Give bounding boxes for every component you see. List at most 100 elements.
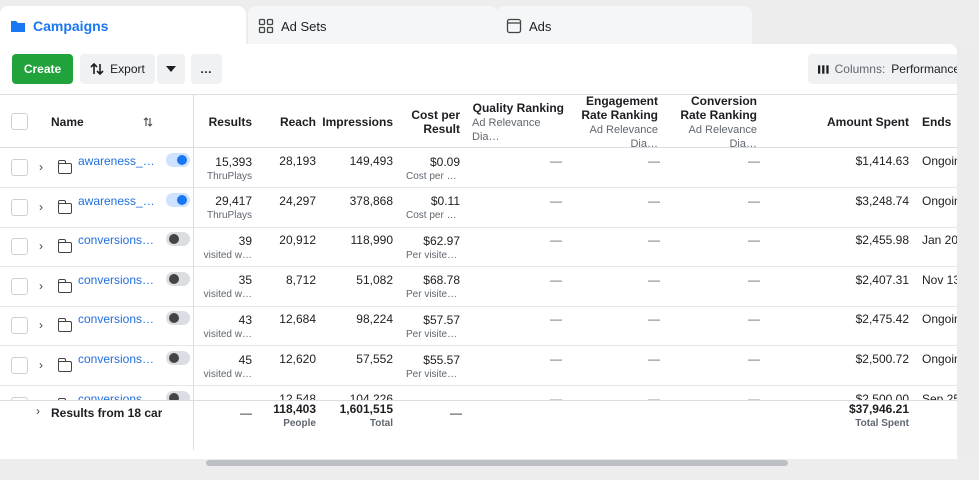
- chevron-right-icon[interactable]: ›: [39, 318, 43, 333]
- row-checkbox[interactable]: [11, 238, 28, 256]
- campaign-toggle[interactable]: [166, 311, 190, 326]
- cell-conversion-ranking: —: [748, 193, 760, 208]
- cell-cost-per-result: $62.97 Per visite…: [406, 233, 460, 261]
- export-arrows-icon: [90, 63, 104, 75]
- campaign-toggle[interactable]: [166, 192, 190, 207]
- select-all-checkbox[interactable]: [11, 113, 28, 130]
- chevron-right-icon[interactable]: ›: [36, 404, 40, 418]
- chevron-right-icon[interactable]: ›: [39, 278, 43, 293]
- cell-results: 35 visited w…: [203, 273, 252, 301]
- cell-ends: Ongoin: [922, 193, 957, 208]
- export-label: Export: [110, 62, 145, 76]
- cell-impressions: 51,082: [356, 272, 393, 287]
- cell-ends: Jan 20: [922, 233, 957, 248]
- table-row[interactable]: › awareness_… 29,417 ThruPlays 24,297 378…: [0, 188, 957, 228]
- header-engagement-ranking[interactable]: Engagement Rate Ranking Ad Relevance Dia…: [581, 93, 658, 150]
- cell-results: 43 visited w…: [203, 312, 252, 340]
- chevron-right-icon[interactable]: ›: [39, 199, 43, 214]
- create-button[interactable]: Create: [12, 54, 73, 84]
- header-conversion-ranking[interactable]: Conversion Rate Ranking Ad Relevance Dia…: [680, 93, 757, 150]
- columns-label: Columns:: [834, 62, 886, 76]
- header-quality-ranking[interactable]: Quality Ranking Ad Relevance Dia…: [472, 100, 564, 143]
- cell-reach: 24,297: [279, 193, 316, 208]
- cell-results: 39 visited w…: [203, 233, 252, 261]
- cell-impressions: 118,990: [350, 233, 394, 248]
- folder-icon: [57, 318, 72, 333]
- cell-quality-ranking: —: [550, 272, 562, 287]
- header-results[interactable]: Results: [208, 115, 252, 129]
- tab-ads[interactable]: Ads: [496, 6, 752, 46]
- campaign-name[interactable]: conversions…: [78, 233, 155, 248]
- totals-impressions: 1,601,515 Total: [339, 402, 393, 429]
- row-checkbox[interactable]: [11, 357, 28, 374]
- folder-icon: [57, 239, 72, 254]
- chevron-right-icon[interactable]: ›: [39, 160, 43, 174]
- cell-results: 29,417 ThruPlays: [206, 194, 252, 222]
- cell-conversion-ranking: —: [748, 233, 760, 248]
- folder-icon: [11, 21, 25, 32]
- cell-cost-per-result: $0.09 Cost per …: [406, 154, 460, 182]
- campaign-toggle[interactable]: [166, 271, 190, 286]
- columns-button[interactable]: Columns: Performance: [808, 54, 957, 84]
- columns-icon: [818, 64, 829, 74]
- campaign-toggle[interactable]: [166, 153, 190, 167]
- sort-icon[interactable]: [143, 117, 153, 127]
- table-header: Name Results Reach Impressions Cost per …: [0, 93, 957, 150]
- campaign-name[interactable]: awareness_…: [78, 193, 155, 208]
- cell-cost-per-result: $57.57 Per visite…: [406, 312, 460, 340]
- campaign-toggle[interactable]: [166, 232, 190, 247]
- table-row[interactable]: › awareness_… 15,393 ThruPlays 28,193 149…: [0, 148, 957, 188]
- campaign-name[interactable]: conversions…: [78, 352, 155, 366]
- campaign-toggle[interactable]: [166, 351, 190, 365]
- chevron-right-icon[interactable]: ›: [39, 239, 43, 254]
- cell-quality-ranking: —: [550, 233, 562, 248]
- more-options-button[interactable]: …: [191, 54, 222, 84]
- table-row[interactable]: › conversions… 43 visited w… 12,684 98,22…: [0, 306, 957, 347]
- cell-impressions: 57,552: [356, 352, 393, 366]
- cell-quality-ranking: —: [550, 154, 562, 168]
- cell-reach: 12,684: [279, 312, 316, 327]
- table-row[interactable]: › conversions… 45 visited w… 12,620 57,55…: [0, 346, 957, 386]
- cell-amount-spent: $2,500.72: [855, 352, 909, 366]
- row-checkbox[interactable]: [11, 198, 28, 216]
- tab-bar: Campaigns Ad Sets Ads: [0, 0, 979, 46]
- export-button[interactable]: Export: [80, 54, 155, 84]
- row-checkbox[interactable]: [11, 277, 28, 295]
- cell-amount-spent: $2,475.42: [855, 312, 909, 327]
- cell-conversion-ranking: —: [748, 154, 760, 168]
- cell-conversion-ranking: —: [748, 352, 760, 366]
- tab-campaigns[interactable]: Campaigns: [0, 6, 246, 46]
- header-amount-spent[interactable]: Amount Spent: [827, 115, 909, 129]
- cell-ends: Ongoin: [922, 352, 957, 366]
- cell-engagement-ranking: —: [648, 193, 660, 208]
- folder-icon: [57, 160, 72, 174]
- cell-impressions: 378,868: [349, 193, 393, 208]
- tab-ad-sets[interactable]: Ad Sets: [248, 6, 498, 46]
- row-checkbox[interactable]: [11, 317, 28, 335]
- cell-engagement-ranking: —: [648, 272, 660, 287]
- cell-quality-ranking: —: [550, 193, 562, 208]
- header-ends[interactable]: Ends: [922, 115, 952, 129]
- header-name[interactable]: Name: [51, 115, 84, 129]
- cell-cost-per-result: $0.11 Cost per …: [406, 194, 460, 222]
- header-impressions[interactable]: Impressions: [322, 115, 393, 129]
- cell-impressions: 149,493: [349, 154, 393, 168]
- cell-impressions: 98,224: [356, 312, 393, 327]
- export-dropdown-button[interactable]: [157, 54, 185, 84]
- header-cost-per-result[interactable]: Cost per Result: [411, 108, 460, 136]
- table-row[interactable]: › conversions… 35 visited w… 8,712 51,082…: [0, 267, 957, 307]
- caret-down-icon: [166, 66, 176, 72]
- toolbar: Create Export … Columns: Performance: [0, 44, 957, 94]
- campaign-name[interactable]: conversions…: [78, 312, 155, 327]
- window-icon: [506, 18, 522, 34]
- horizontal-scrollbar[interactable]: [206, 460, 788, 466]
- totals-row: › Results from 18 car — 118,403 People 1,…: [0, 400, 957, 459]
- chevron-right-icon[interactable]: ›: [39, 358, 43, 372]
- campaign-name[interactable]: conversions…: [78, 272, 155, 287]
- header-reach[interactable]: Reach: [279, 115, 316, 129]
- campaign-name[interactable]: awareness_…: [78, 154, 155, 168]
- row-checkbox[interactable]: [11, 159, 28, 176]
- cell-amount-spent: $2,407.31: [855, 272, 909, 287]
- tab-ads-label: Ads: [529, 18, 552, 34]
- table-row[interactable]: › conversions… 39 visited w… 20,912 118,9…: [0, 227, 957, 268]
